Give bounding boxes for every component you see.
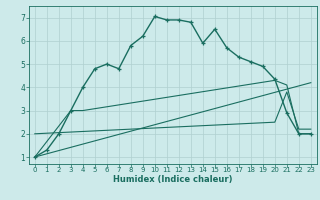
X-axis label: Humidex (Indice chaleur): Humidex (Indice chaleur) <box>113 175 233 184</box>
